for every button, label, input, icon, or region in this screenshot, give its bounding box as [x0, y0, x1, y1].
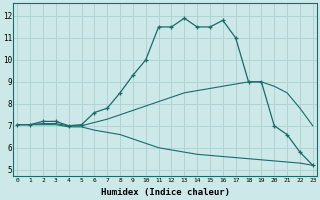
X-axis label: Humidex (Indice chaleur): Humidex (Indice chaleur) [100, 188, 229, 197]
